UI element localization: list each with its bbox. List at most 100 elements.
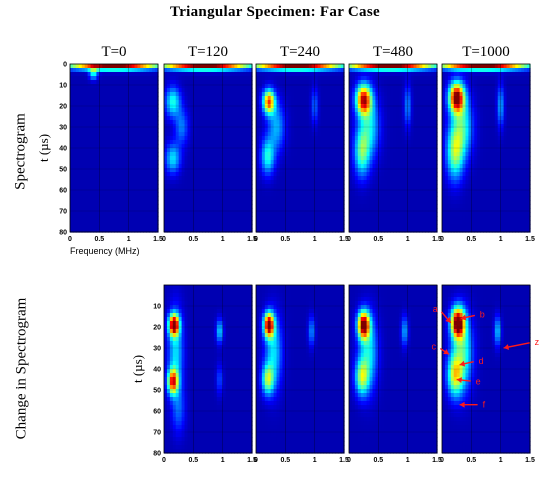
heatmap-cell — [155, 72, 159, 77]
heatmap-cell — [208, 92, 212, 97]
heatmap-cell — [72, 200, 77, 205]
heatmap-cell — [302, 220, 307, 225]
heatmap-cell — [285, 180, 289, 185]
heatmap-cell — [302, 80, 307, 85]
heatmap-cell — [119, 76, 124, 81]
heatmap-cell — [181, 124, 186, 129]
heatmap-cell — [216, 144, 221, 149]
heatmap-cell — [137, 184, 141, 189]
heatmap-cell — [143, 200, 147, 205]
heatmap-cell — [119, 108, 124, 113]
heatmap-cell — [341, 184, 345, 189]
heatmap-cell — [240, 88, 244, 93]
heatmap-cell — [425, 132, 429, 137]
heatmap-cell — [70, 84, 74, 89]
heatmap-cell — [78, 124, 83, 129]
heatmap-cell — [320, 188, 325, 193]
heatmap-cell — [311, 120, 316, 125]
heatmap-cell — [256, 212, 260, 217]
heatmap-cell — [416, 152, 420, 157]
heatmap-cell — [401, 108, 406, 113]
heatmap-cell — [329, 176, 333, 181]
heatmap-cell — [384, 120, 388, 125]
heatmap-cell — [105, 172, 109, 177]
heatmap-cell — [393, 164, 397, 169]
heatmap-cell — [246, 104, 250, 109]
heatmap-cell — [291, 192, 295, 197]
heatmap-cell — [166, 156, 171, 161]
heatmap-cell — [291, 128, 295, 133]
heatmap-cell — [338, 64, 342, 69]
heatmap-cell — [363, 168, 368, 173]
heatmap-cell — [128, 120, 133, 125]
heatmap-cell — [90, 116, 95, 121]
heatmap-cell — [146, 196, 150, 201]
heatmap-cell — [131, 204, 136, 209]
heatmap-cell — [279, 116, 283, 121]
heatmap-cell — [70, 200, 74, 205]
heatmap-cell — [413, 124, 418, 129]
heatmap-cell — [81, 208, 86, 213]
heatmap-cell — [184, 196, 189, 201]
heatmap-cell — [351, 104, 356, 109]
heatmap-cell — [90, 80, 95, 85]
heatmap-cell — [323, 88, 327, 93]
heatmap-cell — [419, 72, 423, 77]
heatmap-cell — [243, 80, 247, 85]
heatmap-cell — [314, 112, 319, 117]
heatmap-cell — [87, 224, 92, 229]
heatmap-cell — [317, 204, 322, 209]
heatmap-cell — [196, 160, 200, 165]
heatmap-cell — [249, 88, 253, 93]
heatmap-cell — [305, 76, 310, 81]
heatmap-cell — [202, 196, 206, 201]
heatmap-cell — [108, 72, 112, 77]
heatmap-cell — [210, 104, 215, 109]
heatmap-cell — [70, 136, 74, 141]
heatmap-cell — [384, 92, 388, 97]
heatmap-cell — [131, 136, 136, 141]
heatmap-cell — [249, 68, 253, 73]
heatmap-cell — [338, 92, 342, 97]
heatmap-cell — [116, 160, 121, 165]
heatmap-cell — [210, 144, 215, 149]
heatmap-cell — [378, 84, 382, 89]
heatmap-cell — [384, 152, 388, 157]
heatmap-cell — [96, 132, 100, 137]
heatmap-cell — [178, 144, 183, 149]
heatmap-cell — [193, 72, 197, 77]
heatmap-cell — [366, 84, 371, 89]
heatmap-cell — [134, 76, 139, 81]
heatmap-cell — [116, 84, 121, 89]
heatmap-cell — [375, 124, 379, 129]
heatmap-cell — [297, 64, 301, 69]
heatmap-cell — [108, 164, 112, 169]
heatmap-cell — [267, 144, 272, 149]
heatmap-cell — [308, 172, 313, 177]
heatmap-cell — [140, 220, 144, 225]
heatmap-cell — [338, 196, 342, 201]
heatmap-cell — [267, 96, 272, 101]
heatmap-cell — [152, 176, 156, 181]
heatmap-cell — [125, 180, 130, 185]
heatmap-cell — [184, 128, 189, 133]
heatmap-cell — [128, 124, 133, 129]
heatmap-cell — [372, 156, 376, 161]
heatmap-cell — [87, 124, 92, 129]
heatmap-cell — [81, 128, 86, 133]
heatmap-cell — [341, 80, 345, 85]
heatmap-cell — [205, 204, 209, 209]
heatmap-cell — [291, 152, 295, 157]
x-tick-label: 0.5 — [280, 236, 290, 243]
heatmap-cell — [416, 76, 420, 81]
heatmap-cell — [111, 152, 115, 157]
heatmap-cell — [288, 100, 292, 105]
heatmap-cell — [111, 208, 115, 213]
heatmap-cell — [297, 116, 301, 121]
heatmap-cell — [70, 168, 74, 173]
heatmap-cell — [419, 156, 423, 161]
heatmap-cell — [90, 168, 95, 173]
heatmap-cell — [372, 64, 376, 69]
heatmap-cell — [184, 188, 189, 193]
heatmap-cell — [134, 68, 139, 73]
